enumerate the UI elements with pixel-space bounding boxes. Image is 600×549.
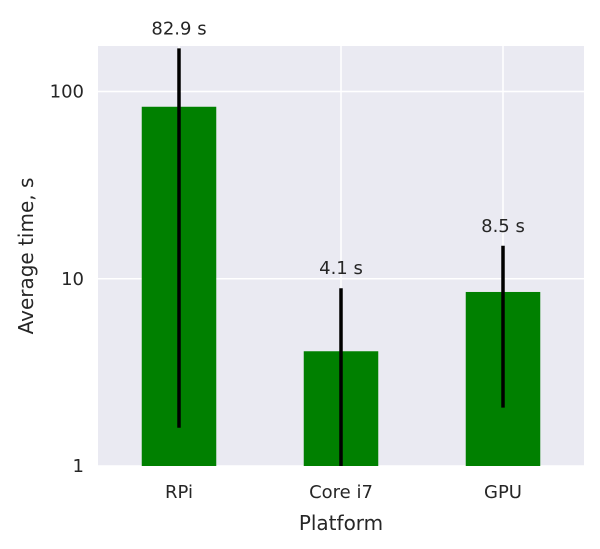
y-axis-label: Average time, s (14, 178, 38, 335)
bar-value-label-1: 4.1 s (319, 258, 363, 279)
x-tick-label-1: Core i7 (309, 482, 373, 503)
x-tick-label-0: RPi (165, 482, 193, 503)
bar-value-label-0: 82.9 s (151, 18, 206, 39)
y-tick-label-1: 10 (61, 269, 84, 290)
error-bars (177, 48, 505, 466)
x-tick-label-2: GPU (484, 482, 522, 503)
y-axis-ticks: 1 10 100 (50, 82, 84, 477)
bar-value-labels: 82.9 s 4.1 s 8.5 s (151, 18, 524, 279)
x-axis-ticks: RPi Core i7 GPU (165, 482, 522, 503)
y-tick-label-0: 1 (73, 456, 84, 477)
y-tick-label-2: 100 (50, 82, 84, 103)
bar-value-label-2: 8.5 s (481, 216, 525, 237)
x-axis-label: Platform (299, 511, 383, 535)
